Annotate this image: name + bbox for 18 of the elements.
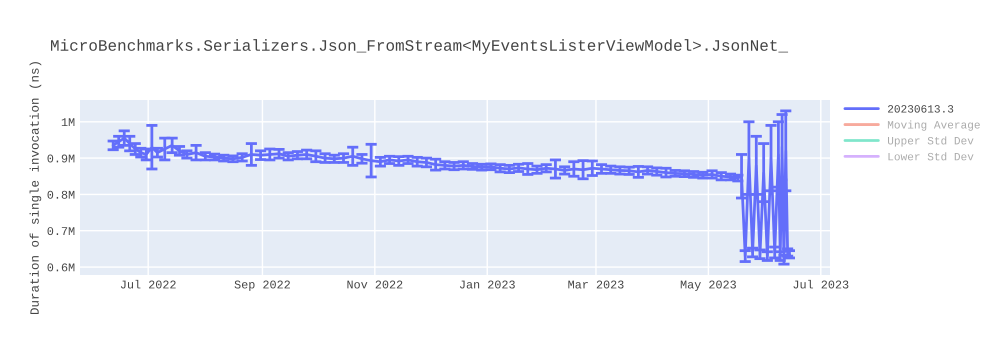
- legend-label: Moving Average: [888, 120, 980, 131]
- x-tick-label: Nov 2022: [347, 280, 402, 289]
- chart-title: MicroBenchmarks.Serializers.Json_FromStream<MyEventsListerViewModel>.JsonNet_: [51, 39, 788, 54]
- legend-label: Upper Std Dev: [888, 136, 974, 147]
- y-tick-label: 1M: [62, 118, 74, 126]
- y-tick-label: 0.7M: [48, 227, 74, 236]
- x-tick-label: Sep 2022: [234, 280, 290, 291]
- y-tick-label: 0.9M: [48, 154, 74, 162]
- legend-label: 20230613.3: [888, 105, 954, 113]
- y-axis-title: Duration of single invocation (ns): [30, 62, 42, 314]
- x-tick-label: Mar 2023: [568, 280, 624, 289]
- legend-label: Lower Std Dev: [888, 152, 974, 160]
- x-tick-label: Jan 2023: [460, 280, 515, 289]
- y-tick-label: 0.8M: [48, 190, 74, 199]
- y-tick-label: 0.6M: [48, 263, 74, 272]
- x-tick-label: Jul 2022: [120, 280, 176, 289]
- x-tick-label: Jul 2023: [793, 280, 848, 289]
- x-tick-label: May 2023: [680, 280, 736, 291]
